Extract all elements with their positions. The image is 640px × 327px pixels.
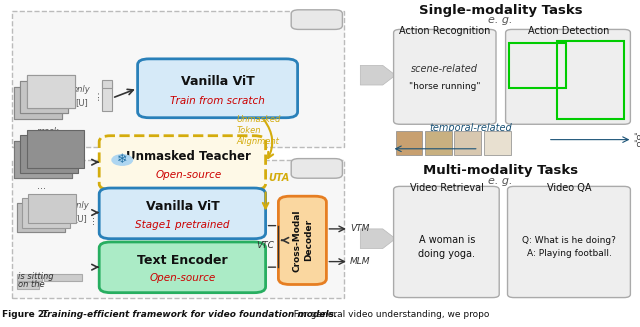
FancyBboxPatch shape: [291, 10, 342, 29]
Text: e. g.: e. g.: [488, 15, 513, 25]
Text: scene-related: scene-related: [412, 64, 478, 74]
Bar: [22, 198, 70, 228]
Text: VTM: VTM: [350, 224, 369, 233]
FancyBboxPatch shape: [508, 186, 630, 298]
Text: Vanilla ViT: Vanilla ViT: [180, 75, 255, 88]
FancyBboxPatch shape: [138, 59, 298, 118]
Text: A woman is
doing yoga.: A woman is doing yoga.: [418, 235, 476, 259]
Bar: [396, 38, 493, 121]
FancyArrow shape: [360, 229, 396, 249]
FancyBboxPatch shape: [99, 188, 266, 239]
Bar: [27, 75, 75, 108]
Text: ❄: ❄: [117, 153, 127, 166]
Bar: [17, 274, 42, 281]
Bar: [17, 203, 65, 232]
Text: For general video understanding, we propo: For general video understanding, we prop…: [288, 310, 490, 319]
Text: on the: on the: [18, 280, 45, 289]
Bar: [14, 141, 72, 178]
Text: Train from scratch: Train from scratch: [170, 96, 265, 106]
Text: [U]: [U]: [74, 214, 87, 223]
Text: Unmasked Teacher: Unmasked Teacher: [126, 150, 252, 163]
Text: ...: ...: [91, 89, 101, 100]
Text: Multi-modality Tasks: Multi-modality Tasks: [423, 164, 578, 177]
Bar: [20, 81, 68, 113]
Bar: [508, 38, 628, 121]
Text: Open-source: Open-source: [156, 170, 222, 180]
Bar: [12, 11, 344, 147]
Text: Single-modality Tasks: Single-modality Tasks: [419, 4, 582, 17]
Text: Vanilla ViT: Vanilla ViT: [145, 200, 220, 213]
Text: Q: What is he doing?
A: Playing football.: Q: What is he doing? A: Playing football…: [522, 236, 616, 258]
Bar: [12, 160, 344, 298]
Bar: [14, 141, 72, 178]
FancyArrow shape: [360, 65, 396, 85]
Bar: [14, 87, 62, 119]
Bar: [425, 131, 452, 155]
Bar: [17, 203, 65, 232]
Text: Cross-Modal
Decoder: Cross-Modal Decoder: [292, 209, 313, 272]
Text: mask: mask: [36, 127, 60, 136]
Text: Video Retrieval: Video Retrieval: [410, 183, 484, 193]
Bar: [509, 43, 566, 88]
FancyBboxPatch shape: [99, 136, 266, 190]
Text: Figure 2:: Figure 2:: [2, 310, 54, 319]
Text: Video QA: Video QA: [547, 183, 591, 193]
Text: ...: ...: [37, 181, 46, 191]
Text: "horse running": "horse running": [409, 82, 481, 91]
Text: only: only: [72, 201, 90, 210]
Text: [U]: [U]: [76, 98, 88, 107]
Bar: [28, 194, 76, 223]
Text: Text Encoder: Text Encoder: [137, 254, 228, 267]
Text: only: only: [73, 85, 91, 94]
Bar: [484, 131, 511, 155]
Text: Open-source: Open-source: [149, 273, 216, 284]
Text: Stage2: Stage2: [298, 164, 336, 173]
FancyBboxPatch shape: [506, 29, 630, 124]
Bar: [17, 282, 39, 289]
Text: Training-efficient framework for video foundation models.: Training-efficient framework for video f…: [42, 310, 337, 319]
Bar: [44, 274, 82, 281]
Bar: [510, 195, 628, 295]
Text: Stage1 pretrained: Stage1 pretrained: [135, 219, 230, 230]
Bar: [27, 130, 84, 168]
Bar: [396, 195, 497, 295]
Bar: [14, 87, 62, 119]
FancyBboxPatch shape: [99, 242, 266, 293]
Text: e. g.: e. g.: [488, 176, 513, 185]
Bar: [454, 131, 481, 155]
Bar: [102, 80, 112, 88]
FancyBboxPatch shape: [394, 186, 499, 298]
FancyBboxPatch shape: [278, 196, 326, 284]
Circle shape: [112, 155, 132, 165]
Text: ...: ...: [86, 215, 96, 224]
Bar: [27, 75, 75, 108]
Bar: [20, 81, 68, 113]
Bar: [20, 135, 78, 173]
Text: VTC: VTC: [256, 241, 274, 250]
Text: is sitting: is sitting: [18, 272, 54, 281]
Text: Action Recognition: Action Recognition: [399, 26, 490, 36]
Text: Unmasked
Token
Alignment: Unmasked Token Alignment: [237, 115, 281, 146]
Bar: [102, 82, 112, 111]
Bar: [396, 131, 422, 155]
FancyBboxPatch shape: [291, 159, 342, 178]
Text: UTA: UTA: [269, 173, 290, 183]
Text: "closing": "closing": [634, 140, 640, 149]
Text: Stage1: Stage1: [298, 15, 336, 25]
Bar: [557, 41, 624, 119]
Text: temporal-related: temporal-related: [429, 123, 512, 133]
Text: "opening": "opening": [634, 133, 640, 142]
Text: Action Detection: Action Detection: [527, 26, 609, 36]
FancyBboxPatch shape: [394, 29, 496, 124]
Text: MLM: MLM: [350, 257, 371, 266]
